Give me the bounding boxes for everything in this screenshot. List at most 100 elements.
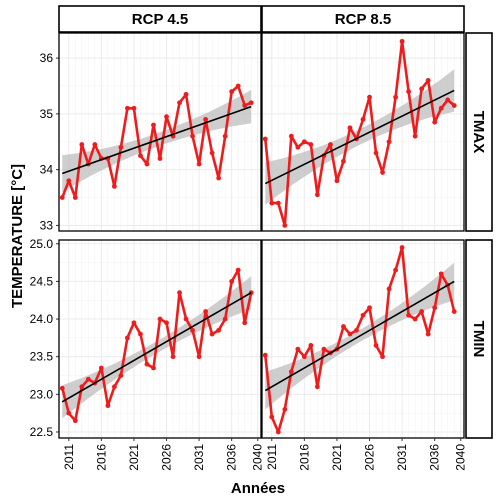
data-point xyxy=(209,331,215,337)
x-tick-label: 2040 xyxy=(454,444,468,471)
data-point xyxy=(164,320,169,326)
y-axis-title: TEMPERATURE [°C] xyxy=(9,164,26,308)
data-point xyxy=(380,354,385,360)
row-strip-tmax xyxy=(465,32,493,232)
data-point xyxy=(301,139,307,145)
x-axis-title: Années xyxy=(231,480,285,497)
data-point xyxy=(360,117,366,122)
data-point xyxy=(367,305,372,311)
data-point xyxy=(295,144,301,150)
data-point xyxy=(314,384,320,390)
panel-tmax-2 xyxy=(261,32,465,232)
data-point xyxy=(66,178,72,184)
data-point xyxy=(144,361,150,367)
data-point xyxy=(406,312,412,318)
x-tick-label: 2021 xyxy=(330,444,344,471)
data-point xyxy=(196,161,202,167)
data-point xyxy=(367,94,372,100)
data-point xyxy=(373,150,379,156)
data-point xyxy=(222,133,228,139)
data-point xyxy=(354,327,359,333)
data-point xyxy=(282,406,288,412)
data-point xyxy=(177,290,182,296)
data-point xyxy=(308,142,314,147)
data-point xyxy=(144,161,150,167)
data-point xyxy=(111,183,117,189)
x-tick-label: 2026 xyxy=(160,444,174,471)
data-point xyxy=(432,119,438,125)
trend-line xyxy=(264,89,455,185)
data-point xyxy=(347,125,353,131)
data-point xyxy=(170,354,176,360)
series-line xyxy=(61,84,252,199)
data-point xyxy=(301,354,307,360)
data-point xyxy=(399,245,405,250)
column-strip-2 xyxy=(261,5,465,33)
x-tick-label: 2016 xyxy=(94,444,108,471)
data-point xyxy=(393,267,398,273)
data-point xyxy=(328,142,333,147)
series-line xyxy=(264,246,456,434)
data-point xyxy=(183,316,189,322)
data-point xyxy=(177,100,182,106)
data-point xyxy=(105,403,111,409)
y-tick-label: 24.5 xyxy=(30,274,54,288)
data-point xyxy=(216,327,222,333)
data-point xyxy=(131,105,137,111)
data-point xyxy=(445,97,451,103)
data-point xyxy=(196,354,202,360)
y-tick-label: 34 xyxy=(40,163,54,177)
data-point xyxy=(235,267,241,273)
data-point xyxy=(59,385,65,391)
x-tick-label: 2021 xyxy=(127,444,141,471)
data-point xyxy=(451,103,457,108)
data-point xyxy=(242,320,248,326)
panel-border xyxy=(58,32,262,232)
panel-tmin-2 xyxy=(261,239,465,439)
y-tick-label: 35 xyxy=(40,107,54,121)
data-point xyxy=(386,286,392,292)
x-tick-label: 2031 xyxy=(395,444,409,471)
data-point xyxy=(164,114,169,120)
data-point xyxy=(151,122,156,128)
data-point xyxy=(59,195,65,200)
data-point xyxy=(125,335,130,341)
data-point xyxy=(183,91,189,97)
data-point xyxy=(275,429,281,435)
y-tick-label: 33 xyxy=(40,218,54,232)
data-point xyxy=(438,271,444,277)
data-point xyxy=(282,223,288,228)
data-point xyxy=(412,316,418,322)
data-point xyxy=(229,279,235,284)
x-tick-label: 2011 xyxy=(265,444,279,470)
data-point xyxy=(98,365,104,371)
panel-border xyxy=(261,32,465,232)
data-point xyxy=(138,331,143,337)
trend-line xyxy=(61,105,252,175)
data-point xyxy=(308,342,314,348)
data-point xyxy=(85,376,91,382)
data-point xyxy=(262,352,268,358)
data-point xyxy=(399,38,405,44)
data-point xyxy=(438,105,444,111)
data-point xyxy=(380,170,385,175)
data-point xyxy=(432,305,438,311)
data-point xyxy=(425,78,431,83)
x-tick-label: 2026 xyxy=(363,444,377,471)
data-point xyxy=(242,103,248,108)
data-point xyxy=(341,158,346,164)
data-point xyxy=(347,331,353,337)
row-strip-label-tmax: TMAX xyxy=(470,111,487,154)
column-strip-label-1: RCP 4.5 xyxy=(132,11,188,28)
x-tick-label: 2040 xyxy=(251,444,265,471)
data-point xyxy=(341,324,346,329)
data-point xyxy=(419,309,425,314)
data-point xyxy=(262,136,268,142)
data-point xyxy=(288,369,294,375)
y-tick-label: 22.5 xyxy=(30,425,54,439)
x-tick-label: 2011 xyxy=(62,444,76,470)
data-point xyxy=(314,192,320,198)
panel-tmin-1 xyxy=(58,239,262,439)
data-point xyxy=(386,139,392,145)
